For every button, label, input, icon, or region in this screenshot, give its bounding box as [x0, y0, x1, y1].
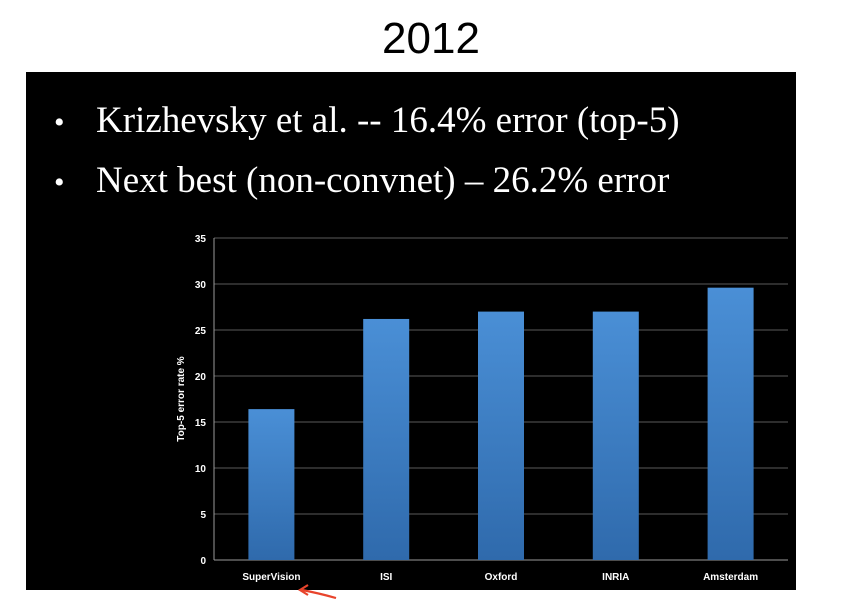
- x-tick-label: SuperVision: [242, 572, 300, 583]
- slide: • Krizhevsky et al. -- 16.4% error (top-…: [26, 72, 796, 590]
- bar: [592, 311, 639, 560]
- x-tick-label: Oxford: [485, 572, 518, 583]
- bullet-dot: •: [54, 106, 65, 139]
- bullet-item: • Next best (non-convnet) – 26.2% error: [54, 152, 680, 212]
- y-tick-label: 15: [195, 418, 207, 429]
- y-tick-label: 35: [195, 234, 207, 245]
- y-tick-label: 20: [195, 372, 207, 383]
- arrow-head: [297, 584, 309, 596]
- arrow-icon: [297, 584, 337, 599]
- y-tick-label: 0: [200, 556, 206, 567]
- y-tick-label: 5: [200, 510, 206, 521]
- arrow-shaft: [301, 588, 337, 599]
- y-tick-label: 30: [195, 280, 207, 291]
- bar: [363, 318, 410, 560]
- page-title: 2012: [382, 14, 480, 63]
- y-axis-label: Top-5 error rate %: [176, 356, 187, 441]
- y-tick-label: 10: [195, 464, 207, 475]
- bullet-list: • Krizhevsky et al. -- 16.4% error (top-…: [54, 92, 680, 212]
- x-tick-label: Amsterdam: [703, 572, 758, 583]
- bar: [478, 311, 524, 560]
- bar: [707, 287, 754, 560]
- bullet-dot: •: [54, 166, 65, 199]
- x-tick-label: ISI: [380, 572, 392, 583]
- x-tick-label: INRIA: [602, 572, 629, 583]
- bullet-text: Krizhevsky et al. -- 16.4% error (top-5): [96, 100, 680, 141]
- y-tick-label: 25: [195, 326, 207, 337]
- bullet-item: • Krizhevsky et al. -- 16.4% error (top-…: [54, 92, 680, 152]
- bar: [248, 409, 295, 560]
- bar-chart: 0 5 10 15 20 25 30 35 Top-5 error rate % SuperVis…: [176, 234, 788, 583]
- bullet-text: Next best (non-convnet) – 26.2% error: [96, 160, 670, 201]
